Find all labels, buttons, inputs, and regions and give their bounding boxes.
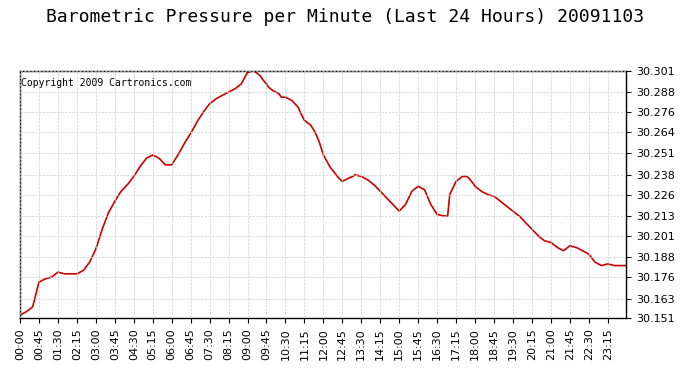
Text: Copyright 2009 Cartronics.com: Copyright 2009 Cartronics.com xyxy=(21,78,192,88)
Text: Barometric Pressure per Minute (Last 24 Hours) 20091103: Barometric Pressure per Minute (Last 24 … xyxy=(46,8,644,26)
